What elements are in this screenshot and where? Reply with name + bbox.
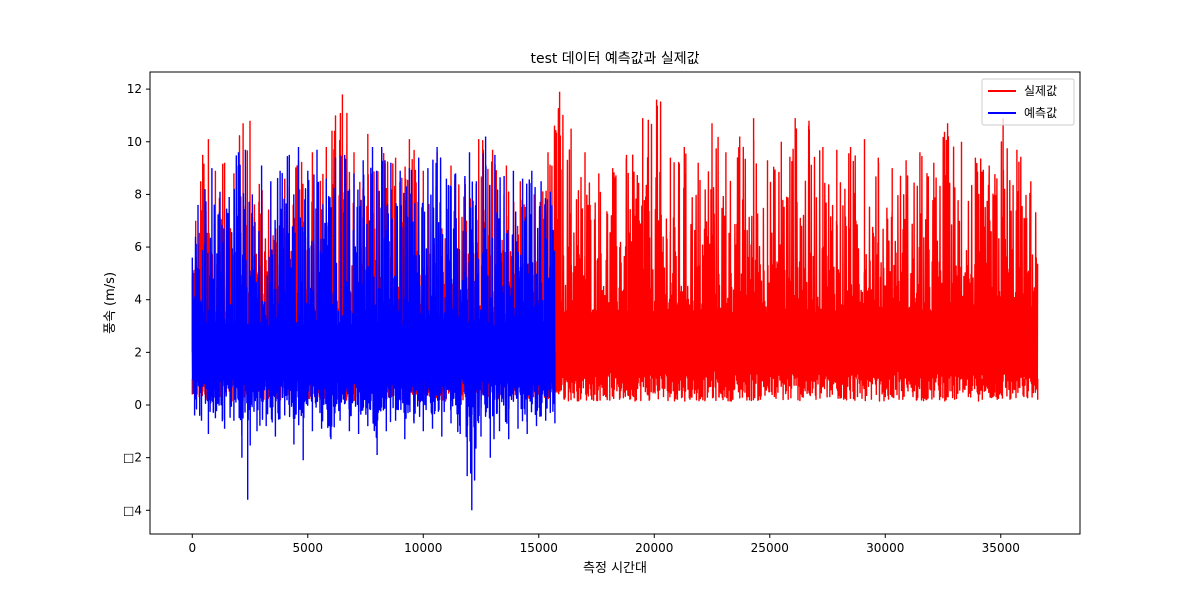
y-tick-label: □2 (123, 451, 142, 465)
y-axis-label: 풍속 (m/s) (103, 272, 118, 334)
x-axis: 0 5000 10000 15000 20000 25000 30000 35000 (188, 534, 1020, 555)
series-line-predicted (191, 136, 556, 511)
y-tick-label: □4 (123, 503, 142, 517)
y-tick-label: 0 (134, 398, 142, 412)
y-tick-label: 6 (134, 240, 142, 254)
plot-frame (149, 71, 1081, 535)
y-tick-label: 2 (134, 345, 142, 359)
y-tick-label: 4 (134, 293, 142, 307)
y-axis: □4 □2 0 2 4 6 8 10 12 (123, 82, 150, 517)
legend-label-predicted: 예측값 (1024, 106, 1057, 120)
legend: 실제값 예측값 (981, 78, 1075, 126)
y-tick-label: 10 (127, 135, 142, 149)
x-tick-label: 25000 (751, 541, 789, 555)
chart-title: test 데이터 예측값과 실제값 (530, 51, 699, 67)
series-layer (191, 91, 1039, 511)
x-tick-label: 0 (188, 541, 196, 555)
x-tick-label: 10000 (404, 541, 442, 555)
x-tick-label: 15000 (520, 541, 558, 555)
x-tick-label: 30000 (866, 541, 904, 555)
x-axis-label: 측정 시간대 (583, 561, 647, 576)
y-tick-label: 12 (127, 82, 142, 96)
x-tick-label: 35000 (982, 541, 1020, 555)
x-tick-label: 20000 (635, 541, 673, 555)
legend-label-actual: 실제값 (1024, 84, 1057, 98)
y-tick-label: 8 (134, 187, 142, 201)
x-tick-label: 5000 (292, 541, 323, 555)
